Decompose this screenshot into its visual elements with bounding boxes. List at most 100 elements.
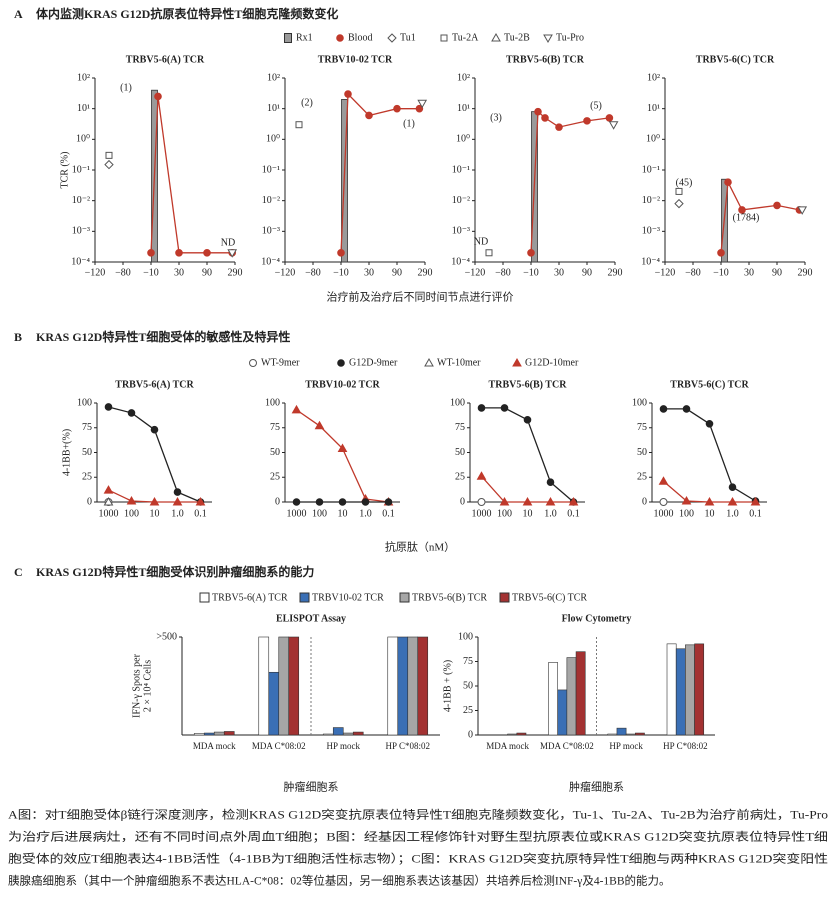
marker	[500, 404, 509, 412]
marker	[541, 114, 549, 122]
y-tick-label: 10⁻³	[452, 226, 470, 237]
legend-swatch	[199, 592, 210, 603]
marker	[103, 485, 114, 494]
marker	[491, 32, 501, 42]
x-tick-label: 290	[798, 267, 813, 278]
series	[516, 643, 705, 736]
marker	[387, 33, 397, 43]
series	[797, 206, 808, 215]
x-tick-label: 1000	[654, 508, 674, 519]
y-tick-label: 25	[455, 472, 465, 483]
marker	[338, 498, 347, 506]
marker	[147, 248, 155, 257]
x-tick-label: −10	[713, 267, 729, 278]
marker	[315, 498, 324, 506]
legend-label: G12D-9mer	[349, 357, 398, 368]
x-tick-label: −120	[655, 267, 676, 278]
x-tick-label: −80	[495, 267, 511, 278]
marker	[344, 90, 352, 98]
y-tick-label: 10⁻³	[262, 226, 280, 237]
marker	[543, 34, 553, 44]
chart: TRBV5-6(B) TCR 0 25 50 75 100 1000 100 10 1.0 0.1	[450, 379, 585, 519]
y-tick-label: 10⁻²	[262, 195, 280, 206]
y-tick-label: 100	[458, 631, 473, 642]
series	[477, 498, 486, 506]
y-tick-label: 0	[275, 496, 280, 507]
chart-title: Flow Cytometry	[562, 613, 632, 624]
marker	[659, 498, 668, 506]
x-tick-label: −80	[115, 267, 131, 278]
x-tick-label: −120	[85, 267, 106, 278]
marker	[227, 249, 238, 258]
series	[476, 471, 579, 506]
y-axis-label: 2 × 10⁴ Cells	[142, 660, 153, 712]
x-tick-label: MDA mock	[486, 741, 529, 751]
marker	[127, 409, 136, 417]
chart-title: TRBV5-6(C) TCR	[696, 54, 775, 65]
series	[103, 496, 114, 506]
x-tick-label: 1.0	[544, 508, 557, 519]
marker	[527, 248, 535, 257]
y-tick-label: 10⁻²	[72, 195, 90, 206]
legend-label: Blood	[348, 32, 372, 43]
panel-title: 体内监测KRAS G12D抗原表位特异性T细胞克隆频数变化	[36, 6, 338, 21]
x-tick-label: 290	[228, 267, 243, 278]
bar	[223, 731, 235, 736]
marker	[485, 249, 493, 257]
bar	[268, 671, 280, 736]
bar	[557, 689, 568, 736]
marker	[477, 498, 486, 506]
marker	[773, 201, 781, 210]
chart-title: ELISPOT Assay	[276, 613, 346, 624]
marker	[534, 107, 542, 116]
marker	[659, 405, 668, 413]
marker	[546, 478, 555, 487]
x-tick-label: 10	[705, 508, 715, 519]
bar	[516, 732, 527, 736]
annotation: (1)	[403, 118, 415, 129]
marker	[154, 92, 162, 101]
series-line	[296, 409, 389, 503]
y-tick-label: 75	[270, 422, 280, 433]
x-tick-label: 1.0	[726, 508, 739, 519]
y-tick-label: 10⁻¹	[262, 164, 280, 175]
legend-swatch	[299, 592, 310, 603]
y-tick-label: 10⁻⁴	[451, 256, 470, 267]
marker	[717, 248, 725, 257]
y-tick-label: 50	[270, 447, 280, 458]
y-tick-label: 10²	[457, 72, 470, 83]
series	[675, 187, 683, 195]
y-tick-label: 10⁰	[456, 134, 470, 145]
marker	[477, 404, 486, 412]
series	[337, 90, 424, 257]
y-tick-label: 75	[463, 656, 473, 667]
y-tick-label: 10⁻³	[642, 226, 660, 237]
x-tick-label: 90	[772, 267, 782, 278]
marker	[336, 34, 344, 42]
caption-line: A图：对T细胞受体β链行深度测序，检测KRAS G12D突变抗原表位特异性T细胞…	[8, 808, 828, 822]
chart: TRBV10-02 TCR10²10¹10⁰10⁻¹10⁻²10⁻³10⁻⁴−1…	[261, 54, 432, 278]
x-tick-label: 100	[679, 508, 694, 519]
marker	[583, 117, 591, 125]
x-tick-label: 30	[744, 267, 754, 278]
bar	[548, 662, 558, 736]
y-axis-label: TCR (%)	[59, 152, 70, 189]
marker	[361, 498, 370, 506]
y-tick-label: 75	[455, 422, 465, 433]
marker	[203, 248, 211, 257]
series	[485, 249, 493, 257]
legend-swatch	[399, 592, 410, 603]
y-tick-label: 75	[82, 422, 92, 433]
x-tick-label: −10	[333, 267, 349, 278]
marker	[738, 206, 746, 214]
chart: ELISPOT Assay >500 IFN-γ Spots per 2 × 10⁴ …	[131, 613, 440, 794]
x-tick-label: HP mock	[609, 741, 643, 751]
panel-label: A	[14, 7, 23, 21]
bar	[193, 733, 205, 736]
y-tick-label: 10⁻⁴	[71, 256, 90, 267]
bar	[575, 651, 586, 736]
marker	[365, 111, 373, 120]
bar	[322, 733, 334, 736]
x-tick-label: 10	[150, 508, 160, 519]
